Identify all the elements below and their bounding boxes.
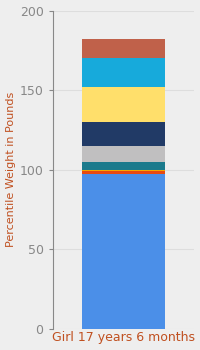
Bar [82, 122, 165, 146]
Bar [82, 162, 165, 170]
Bar [82, 174, 165, 329]
Bar [82, 171, 165, 174]
Bar [82, 87, 165, 122]
Bar [82, 146, 165, 162]
Bar [82, 39, 165, 58]
Bar [82, 58, 165, 87]
Bar [82, 170, 165, 171]
Y-axis label: Percentile Weight in Pounds: Percentile Weight in Pounds [6, 92, 16, 247]
